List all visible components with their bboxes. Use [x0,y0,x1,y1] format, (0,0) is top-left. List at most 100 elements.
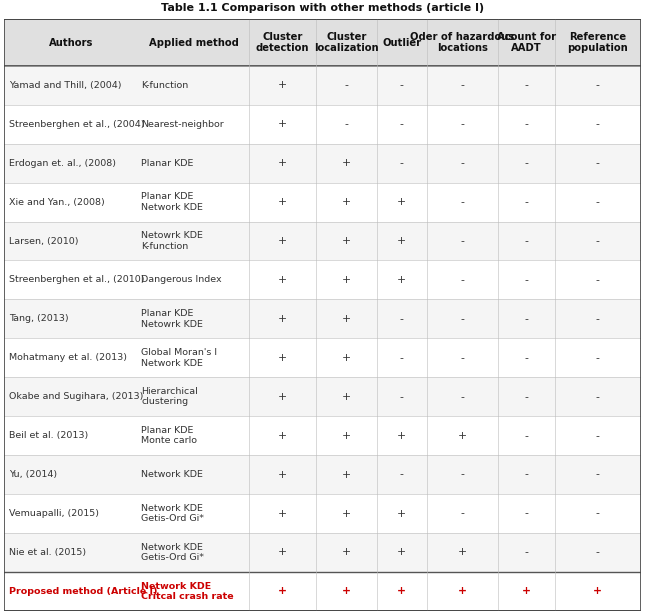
Text: -: - [461,314,464,324]
Text: +: + [278,81,287,90]
Text: Acount for
AADT: Acount for AADT [497,32,556,54]
Text: -: - [524,197,528,207]
Text: -: - [524,470,528,480]
Text: +: + [342,430,351,441]
Bar [4,183,641,221]
Text: -: - [461,392,464,402]
Text: -: - [461,236,464,246]
Text: Okabe and Sugihara, (2013): Okabe and Sugihara, (2013) [9,392,144,401]
Bar [4,338,641,377]
Text: +: + [278,158,287,168]
Text: +: + [278,275,287,285]
Text: Planar KDE
Netowrk KDE: Planar KDE Netowrk KDE [141,309,203,328]
Text: Applied method: Applied method [148,38,239,47]
Text: Reference
population: Reference population [568,32,628,54]
Text: -: - [524,509,528,518]
Text: +: + [342,314,351,324]
Text: -: - [344,81,348,90]
Bar [4,455,641,494]
Text: Table 1.1 Comparison with other methods (article I): Table 1.1 Comparison with other methods … [161,3,484,13]
Text: +: + [342,236,351,246]
Text: -: - [461,197,464,207]
Text: +: + [278,470,287,480]
Text: +: + [342,392,351,402]
Bar [4,300,641,338]
Text: -: - [524,547,528,557]
Text: Nie et al. (2015): Nie et al. (2015) [9,548,86,557]
Text: -: - [461,470,464,480]
Text: +: + [278,547,287,557]
Bar [4,572,641,611]
Text: Cluster
detection: Cluster detection [256,32,310,54]
Text: +: + [458,547,467,557]
Text: Cluster
localization: Cluster localization [314,32,379,54]
Text: Beil et al. (2013): Beil et al. (2013) [9,431,88,440]
Text: Dangerous Index: Dangerous Index [141,276,222,285]
Text: -: - [461,81,464,90]
Text: -: - [596,547,600,557]
Text: +: + [458,586,467,597]
Bar [4,105,641,144]
Text: Yu, (2014): Yu, (2014) [9,470,57,479]
Text: +: + [342,353,351,363]
Text: Planar KDE: Planar KDE [141,159,194,168]
Bar [4,221,641,261]
Text: +: + [278,119,287,129]
Text: -: - [461,275,464,285]
Text: -: - [596,509,600,518]
Text: +: + [278,197,287,207]
Text: Larsen, (2010): Larsen, (2010) [9,237,79,245]
Bar [4,533,641,572]
Text: +: + [458,430,467,441]
Text: -: - [400,314,404,324]
Text: +: + [342,470,351,480]
Text: -: - [461,119,464,129]
Text: -: - [400,158,404,168]
Text: Yamad and Thill, (2004): Yamad and Thill, (2004) [9,81,122,90]
Text: Hierarchical
clustering: Hierarchical clustering [141,387,198,407]
Text: +: + [278,586,287,597]
Text: +: + [397,197,406,207]
Text: K-function: K-function [141,81,188,90]
Text: Erdogan et. al., (2008): Erdogan et. al., (2008) [9,159,116,168]
Text: +: + [397,509,406,518]
Text: Tang, (2013): Tang, (2013) [9,314,69,323]
Text: Netowrk KDE
K-function: Netowrk KDE K-function [141,231,203,251]
Bar [4,19,641,66]
Text: -: - [400,392,404,402]
Text: -: - [524,236,528,246]
Text: -: - [596,119,600,129]
Text: +: + [278,392,287,402]
Text: +: + [342,158,351,168]
Text: -: - [344,119,348,129]
Text: Xie and Yan., (2008): Xie and Yan., (2008) [9,197,105,207]
Text: Proposed method (Article I): Proposed method (Article I) [9,587,158,596]
Text: -: - [596,430,600,441]
Text: -: - [596,275,600,285]
Text: Vemuapalli, (2015): Vemuapalli, (2015) [9,509,99,518]
Bar [4,494,641,533]
Text: Streenberghen et al., (2004): Streenberghen et al., (2004) [9,120,144,129]
Text: Network KDE
Getis-Ord Gi*: Network KDE Getis-Ord Gi* [141,543,204,562]
Text: -: - [596,158,600,168]
Text: Network KDE
Critcal crash rate: Network KDE Critcal crash rate [141,582,233,601]
Text: +: + [342,586,351,597]
Text: +: + [278,353,287,363]
Text: +: + [397,586,406,597]
Text: +: + [342,197,351,207]
Text: -: - [524,158,528,168]
Text: Mohatmany et al. (2013): Mohatmany et al. (2013) [9,353,127,362]
Text: -: - [524,392,528,402]
Text: -: - [596,236,600,246]
Text: +: + [397,547,406,557]
Text: -: - [400,119,404,129]
Text: -: - [596,314,600,324]
Text: +: + [593,586,602,597]
Bar [4,261,641,300]
Text: Nearest-neighbor: Nearest-neighbor [141,120,224,129]
Text: Outlier: Outlier [382,38,421,47]
Text: -: - [524,353,528,363]
Text: +: + [397,236,406,246]
Text: -: - [596,81,600,90]
Text: +: + [342,275,351,285]
